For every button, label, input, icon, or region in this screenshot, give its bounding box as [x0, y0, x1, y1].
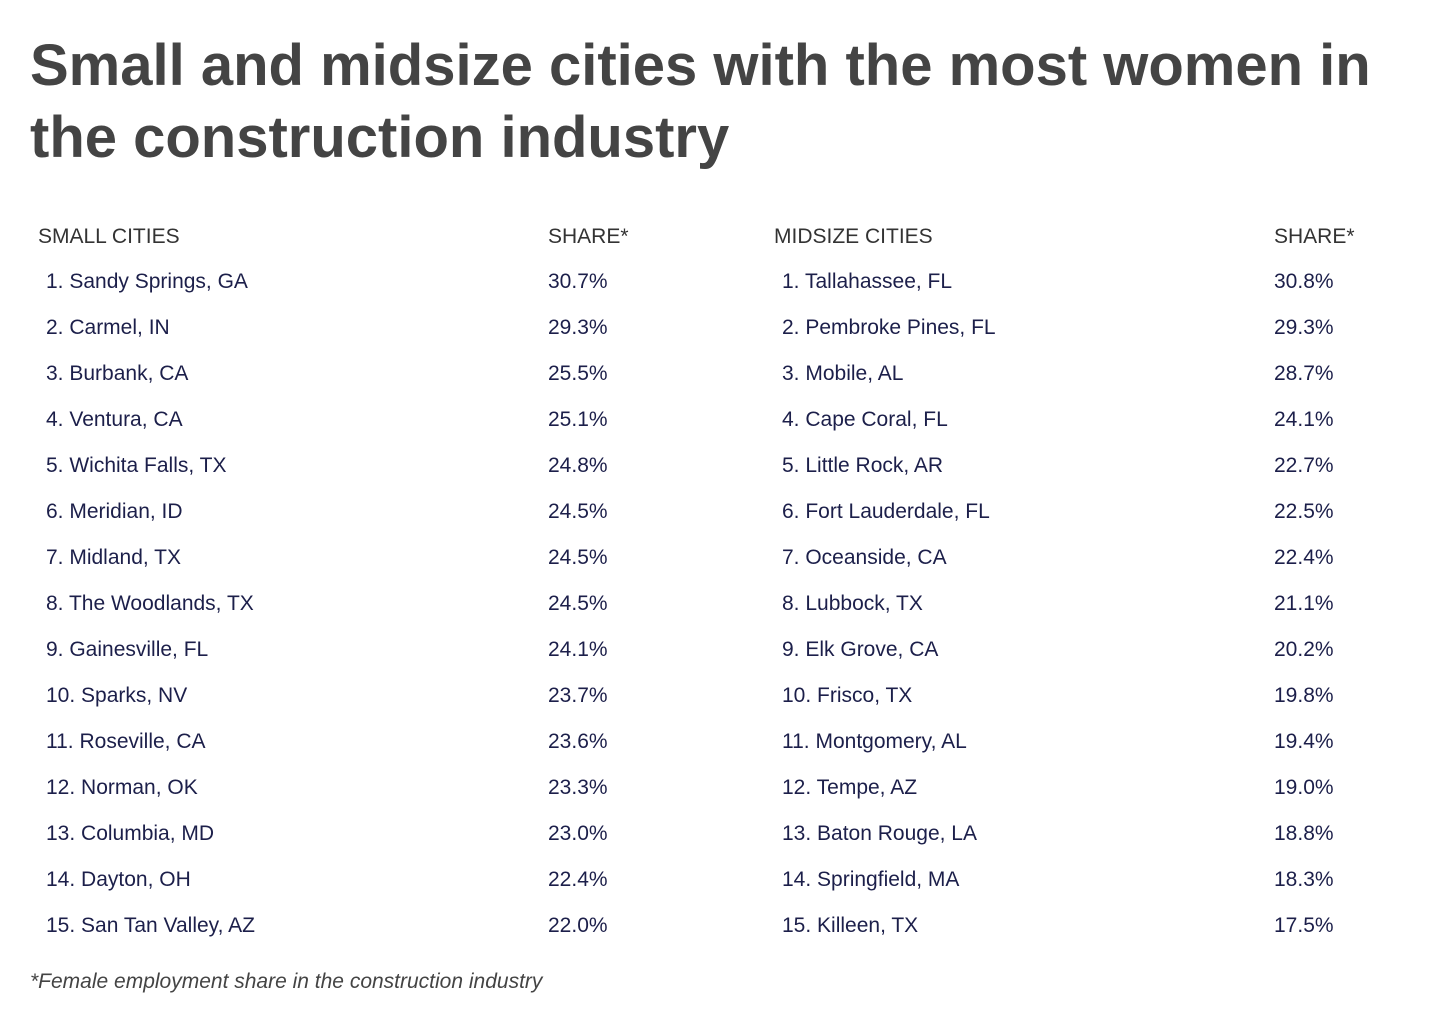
small-city-name: 10. Sparks, NV	[46, 684, 188, 707]
footnote: *Female employment share in the construc…	[30, 970, 543, 993]
small-city-name: 9. Gainesville, FL	[46, 638, 209, 661]
midsize-share-value: 18.8%	[1274, 822, 1334, 845]
small-city-name: 1. Sandy Springs, GA	[46, 270, 248, 293]
midsize-table-row: 3. Mobile, AL 28.7%	[774, 360, 1394, 406]
midsize-table-row: 15. Killeen, TX 17.5%	[774, 912, 1394, 958]
midsize-table-row: 10. Frisco, TX 19.8%	[774, 682, 1394, 728]
small-cities-rows: 1. Sandy Springs, GA 30.7% 2. Carmel, IN 29…	[38, 268, 658, 958]
small-share-value: 23.3%	[548, 776, 608, 799]
midsize-share-value: 22.7%	[1274, 454, 1334, 477]
small-share-value: 24.1%	[548, 638, 608, 661]
small-share-value: 24.5%	[548, 500, 608, 523]
midsize-share-value: 22.5%	[1274, 500, 1334, 523]
midsize-table-row: 9. Elk Grove, CA 20.2%	[774, 636, 1394, 682]
midsize-table-row: 11. Montgomery, AL 19.4%	[774, 728, 1394, 774]
midsize-city-name: 7. Oceanside, CA	[782, 546, 947, 569]
small-table-row: 15. San Tan Valley, AZ 22.0%	[38, 912, 658, 958]
midsize-city-name: 9. Elk Grove, CA	[782, 638, 939, 661]
midsize-share-value: 29.3%	[1274, 316, 1334, 339]
midsize-share-value: 18.3%	[1274, 868, 1334, 891]
small-city-name: 8. The Woodlands, TX	[46, 592, 254, 615]
midsize-table-row: 14. Springfield, MA 18.3%	[774, 866, 1394, 912]
midsize-city-name: 14. Springfield, MA	[782, 868, 960, 891]
small-share-value: 22.4%	[548, 868, 608, 891]
small-share-column-header: SHARE*	[548, 225, 629, 248]
midsize-table-row: 5. Little Rock, AR 22.7%	[774, 452, 1394, 498]
midsize-table-row: 4. Cape Coral, FL 24.1%	[774, 406, 1394, 452]
midsize-city-name: 4. Cape Coral, FL	[782, 408, 948, 431]
small-city-name: 2. Carmel, IN	[46, 316, 170, 339]
small-table-row: 2. Carmel, IN 29.3%	[38, 314, 658, 360]
small-share-value: 23.7%	[548, 684, 608, 707]
midsize-table-row: 13. Baton Rouge, LA 18.8%	[774, 820, 1394, 866]
midsize-table-row: 2. Pembroke Pines, FL 29.3%	[774, 314, 1394, 360]
small-cities-column-header: SMALL CITIES	[38, 225, 180, 248]
midsize-table-row: 7. Oceanside, CA 22.4%	[774, 544, 1394, 590]
midsize-share-value: 19.8%	[1274, 684, 1334, 707]
small-share-value: 30.7%	[548, 270, 608, 293]
midsize-share-value: 21.1%	[1274, 592, 1334, 615]
small-table-row: 13. Columbia, MD 23.0%	[38, 820, 658, 866]
midsize-city-name: 6. Fort Lauderdale, FL	[782, 500, 990, 523]
midsize-city-name: 1. Tallahassee, FL	[782, 270, 953, 293]
midsize-city-name: 13. Baton Rouge, LA	[782, 822, 977, 845]
small-share-value: 25.1%	[548, 408, 608, 431]
midsize-share-value: 19.4%	[1274, 730, 1334, 753]
midsize-share-value: 19.0%	[1274, 776, 1334, 799]
small-city-name: 14. Dayton, OH	[46, 868, 191, 891]
midsize-city-name: 2. Pembroke Pines, FL	[782, 316, 996, 339]
small-city-name: 5. Wichita Falls, TX	[46, 454, 227, 477]
midsize-city-name: 15. Killeen, TX	[782, 914, 919, 937]
midsize-city-name: 3. Mobile, AL	[782, 362, 904, 385]
small-share-value: 24.5%	[548, 546, 608, 569]
midsize-share-value: 20.2%	[1274, 638, 1334, 661]
small-table-row: 14. Dayton, OH 22.4%	[38, 866, 658, 912]
midsize-table-row: 8. Lubbock, TX 21.1%	[774, 590, 1394, 636]
small-city-name: 12. Norman, OK	[46, 776, 198, 799]
small-share-value: 25.5%	[548, 362, 608, 385]
small-table-row: 8. The Woodlands, TX 24.5%	[38, 590, 658, 636]
small-city-name: 13. Columbia, MD	[46, 822, 215, 845]
midsize-share-value: 24.1%	[1274, 408, 1334, 431]
small-share-value: 29.3%	[548, 316, 608, 339]
small-share-value: 24.8%	[548, 454, 608, 477]
small-table-row: 11. Roseville, CA 23.6%	[38, 728, 658, 774]
midsize-table-row: 12. Tempe, AZ 19.0%	[774, 774, 1394, 820]
small-share-value: 23.0%	[548, 822, 608, 845]
midsize-table-row: 6. Fort Lauderdale, FL 22.5%	[774, 498, 1394, 544]
small-share-value: 24.5%	[548, 592, 608, 615]
small-table-row: 12. Norman, OK 23.3%	[38, 774, 658, 820]
small-city-name: 11. Roseville, CA	[46, 730, 206, 753]
small-city-name: 3. Burbank, CA	[46, 362, 189, 385]
small-city-name: 6. Meridian, ID	[46, 500, 183, 523]
small-city-name: 15. San Tan Valley, AZ	[46, 914, 255, 937]
small-city-name: 7. Midland, TX	[46, 546, 182, 569]
midsize-cities-column-header: MIDSIZE CITIES	[774, 225, 933, 248]
midsize-share-value: 22.4%	[1274, 546, 1334, 569]
midsize-city-name: 11. Montgomery, AL	[782, 730, 967, 753]
small-share-value: 23.6%	[548, 730, 608, 753]
small-table-row: 5. Wichita Falls, TX 24.8%	[38, 452, 658, 498]
chart-title: Small and midsize cities with the most w…	[30, 33, 1371, 170]
small-table-row: 10. Sparks, NV 23.7%	[38, 682, 658, 728]
midsize-city-name: 12. Tempe, AZ	[782, 776, 918, 799]
midsize-share-value: 30.8%	[1274, 270, 1334, 293]
midsize-table-row: 1. Tallahassee, FL 30.8%	[774, 268, 1394, 314]
midsize-city-name: 10. Frisco, TX	[782, 684, 913, 707]
small-table-row: 1. Sandy Springs, GA 30.7%	[38, 268, 658, 314]
small-table-row: 9. Gainesville, FL 24.1%	[38, 636, 658, 682]
small-table-row: 7. Midland, TX 24.5%	[38, 544, 658, 590]
midsize-share-column-header: SHARE*	[1274, 225, 1355, 248]
midsize-cities-rows: 1. Tallahassee, FL 30.8% 2. Pembroke Pines…	[774, 268, 1394, 958]
small-table-row: 4. Ventura, CA 25.1%	[38, 406, 658, 452]
small-city-name: 4. Ventura, CA	[46, 408, 183, 431]
midsize-city-name: 8. Lubbock, TX	[782, 592, 923, 615]
small-share-value: 22.0%	[548, 914, 608, 937]
midsize-city-name: 5. Little Rock, AR	[782, 454, 944, 477]
midsize-share-value: 28.7%	[1274, 362, 1334, 385]
midsize-share-value: 17.5%	[1274, 914, 1334, 937]
small-table-row: 3. Burbank, CA 25.5%	[38, 360, 658, 406]
small-table-row: 6. Meridian, ID 24.5%	[38, 498, 658, 544]
